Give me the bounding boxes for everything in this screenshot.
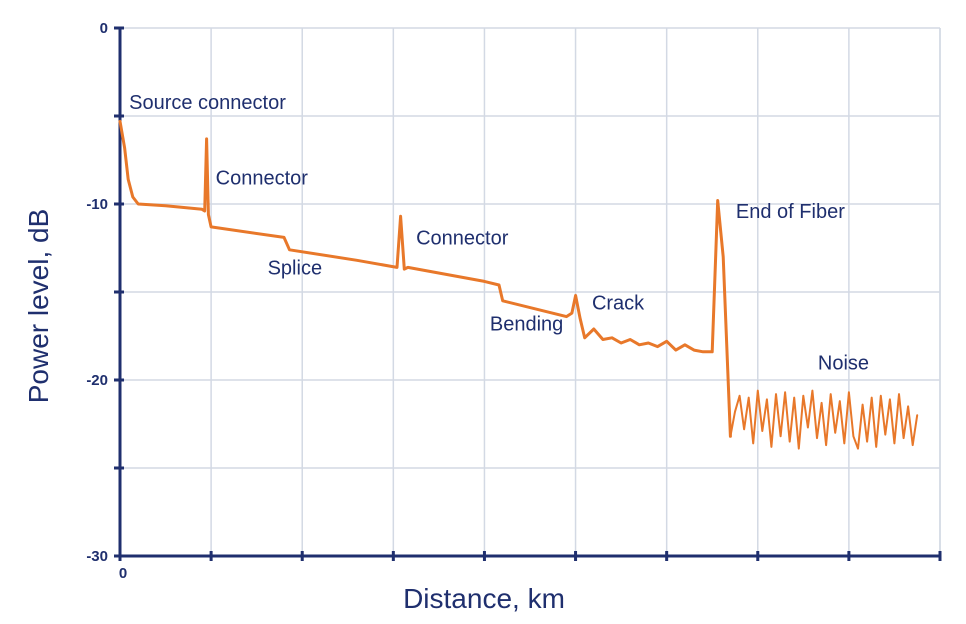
tick-marks bbox=[114, 26, 942, 561]
grid bbox=[120, 27, 941, 556]
event-annotation: Connector bbox=[216, 168, 309, 190]
event-annotation: Connector bbox=[416, 227, 509, 249]
event-annotation: Source connector bbox=[129, 92, 286, 114]
event-annotation: Noise bbox=[818, 352, 869, 374]
event-annotation: End of Fiber bbox=[736, 201, 845, 223]
x-axis-title: Distance, km bbox=[403, 583, 565, 614]
annotations: Source connector Connector Splice Connector… bbox=[129, 92, 869, 374]
series-layer bbox=[118, 119, 919, 450]
event-annotation: Bending bbox=[490, 314, 563, 336]
y-axis-title: Power level, dB bbox=[23, 209, 54, 404]
event-annotation: Splice bbox=[268, 257, 322, 279]
fiber-trace-line bbox=[118, 119, 732, 438]
y-tick-label: 0 bbox=[100, 20, 108, 37]
y-tick-label: -10 bbox=[86, 196, 108, 213]
y-tick-label: -30 bbox=[86, 548, 108, 565]
y-tick-label: -20 bbox=[86, 372, 108, 389]
x-tick-labels: 0 bbox=[119, 565, 127, 582]
noise-trace-line bbox=[729, 389, 919, 450]
y-tick-labels: 0 -10 -20 -30 bbox=[86, 20, 108, 565]
event-annotation: Crack bbox=[592, 293, 645, 315]
x-tick-label: 0 bbox=[119, 565, 127, 582]
